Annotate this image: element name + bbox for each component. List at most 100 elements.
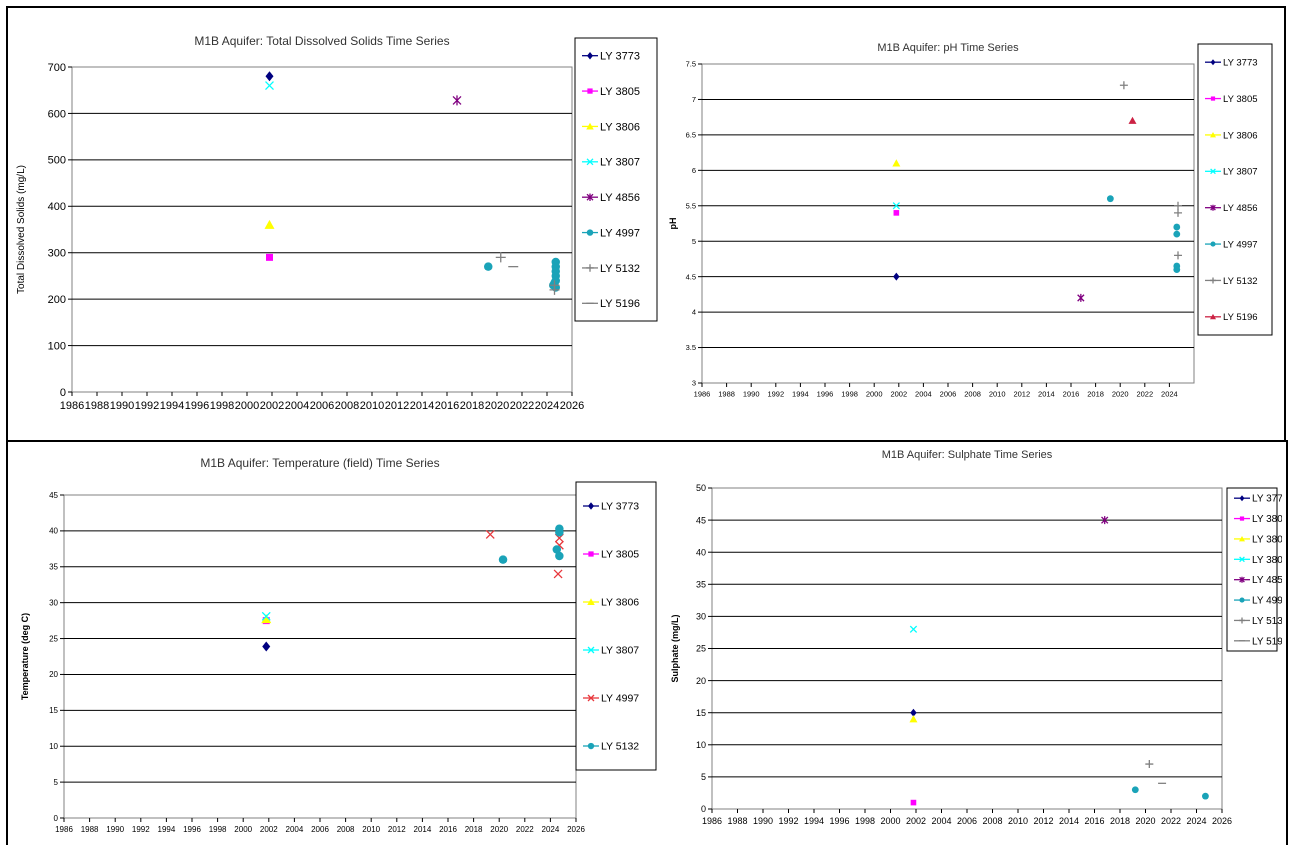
legend-marker bbox=[586, 264, 594, 272]
x-tick-label: 2010 bbox=[362, 825, 380, 834]
y-tick-label: 4 bbox=[692, 308, 696, 317]
data-point bbox=[549, 284, 560, 295]
data-point bbox=[484, 262, 493, 271]
data-point bbox=[265, 71, 274, 82]
x-tick-label: 2016 bbox=[1063, 390, 1080, 399]
outer-frame-bottom bbox=[6, 440, 1288, 845]
legend-label: LY 3773 bbox=[1252, 494, 1282, 505]
legend-marker bbox=[587, 598, 595, 605]
legend bbox=[1197, 43, 1273, 336]
legend-marker bbox=[587, 694, 595, 702]
x-tick-label: 2006 bbox=[310, 400, 334, 412]
legend-marker bbox=[1210, 59, 1216, 66]
x-tick-label: 2002 bbox=[890, 390, 907, 399]
x-tick-label: 2014 bbox=[414, 825, 432, 834]
y-axis-label: Temperature (deg C) bbox=[20, 613, 30, 700]
y-tick-label: 30 bbox=[49, 598, 58, 607]
data-point bbox=[553, 569, 563, 579]
y-tick-label: 3 bbox=[692, 379, 696, 388]
y-tick-label: 10 bbox=[696, 740, 706, 750]
x-tick-label: 1992 bbox=[778, 816, 798, 826]
data-point bbox=[551, 283, 560, 292]
data-point bbox=[1131, 786, 1139, 794]
chart-title: M1B Aquifer: pH Time Series bbox=[877, 42, 1019, 54]
y-tick-label: 700 bbox=[48, 62, 66, 74]
x-tick-label: 2008 bbox=[964, 390, 981, 399]
data-point bbox=[910, 799, 917, 806]
y-tick-label: 500 bbox=[48, 155, 66, 167]
plot-area bbox=[701, 63, 1195, 384]
y-tick-label: 45 bbox=[696, 515, 706, 525]
legend-marker bbox=[1210, 277, 1216, 284]
x-tick-label: 2006 bbox=[940, 390, 957, 399]
x-tick-label: 2010 bbox=[1008, 816, 1028, 826]
legend-marker bbox=[1239, 535, 1245, 542]
x-tick-label: 2022 bbox=[516, 825, 534, 834]
y-tick-label: 15 bbox=[696, 708, 706, 718]
legend-label: LY 4997 bbox=[601, 693, 639, 705]
x-tick-label: 2014 bbox=[1059, 816, 1079, 826]
legend-label: LY 3773 bbox=[1223, 58, 1258, 69]
x-tick-label: 1998 bbox=[855, 816, 875, 826]
data-point bbox=[909, 715, 918, 723]
legend-marker bbox=[588, 502, 594, 510]
legend-label: LY 3806 bbox=[1223, 130, 1258, 141]
data-point bbox=[892, 202, 900, 210]
x-tick-label: 1988 bbox=[81, 825, 99, 834]
x-tick-label: 2020 bbox=[490, 825, 508, 834]
y-tick-label: 35 bbox=[696, 579, 706, 589]
x-tick-label: 2012 bbox=[1013, 390, 1030, 399]
legend-label: LY 3806 bbox=[601, 597, 639, 609]
x-tick-label: 2022 bbox=[1136, 390, 1153, 399]
x-tick-label: 1988 bbox=[85, 400, 109, 412]
x-tick-label: 1994 bbox=[792, 390, 809, 399]
legend-label: LY 3807 bbox=[600, 157, 640, 169]
legend-label: LY 4856 bbox=[1252, 575, 1282, 586]
plot-area bbox=[71, 66, 573, 393]
x-tick-label: 2008 bbox=[982, 816, 1002, 826]
y-tick-label: 25 bbox=[696, 644, 706, 654]
data-point bbox=[261, 611, 271, 621]
y-tick-label: 10 bbox=[49, 742, 58, 751]
legend-marker bbox=[587, 51, 593, 60]
x-tick-label: 2010 bbox=[360, 400, 384, 412]
y-tick-label: 30 bbox=[696, 612, 706, 622]
data-point bbox=[266, 253, 273, 261]
x-tick-label: 1990 bbox=[753, 816, 773, 826]
x-tick-label: 2004 bbox=[285, 400, 309, 412]
data-point bbox=[892, 159, 901, 167]
y-axis-label: Sulphate (mg/L) bbox=[670, 615, 680, 683]
data-point bbox=[498, 555, 508, 564]
x-tick-label: 2010 bbox=[989, 390, 1006, 399]
x-tick-label: 2012 bbox=[385, 400, 409, 412]
legend-label: LY 4997 bbox=[1252, 596, 1282, 607]
x-tick-label: 1996 bbox=[183, 825, 201, 834]
x-tick-label: 2022 bbox=[1161, 816, 1181, 826]
x-tick-label: 2008 bbox=[335, 400, 359, 412]
data-point bbox=[1202, 792, 1209, 800]
legend-label: LY 3805 bbox=[600, 86, 640, 98]
x-tick-label: 2014 bbox=[410, 400, 434, 412]
x-tick-label: 1986 bbox=[55, 825, 73, 834]
data-point bbox=[262, 641, 271, 652]
y-tick-label: 20 bbox=[696, 676, 706, 686]
data-point bbox=[261, 614, 272, 624]
x-tick-label: 1996 bbox=[185, 400, 209, 412]
legend-marker bbox=[586, 158, 594, 166]
legend-marker bbox=[1210, 313, 1216, 320]
x-tick-label: 2002 bbox=[906, 816, 926, 826]
data-point bbox=[495, 252, 506, 263]
x-tick-label: 2004 bbox=[915, 390, 932, 399]
legend-label: LY 3807 bbox=[1223, 167, 1258, 178]
legend-marker bbox=[588, 551, 594, 557]
x-tick-label: 1988 bbox=[727, 816, 747, 826]
y-tick-label: 400 bbox=[48, 201, 66, 213]
data-point bbox=[893, 210, 900, 216]
x-tick-label: 2016 bbox=[1084, 816, 1104, 826]
x-tick-label: 2026 bbox=[567, 825, 585, 834]
x-tick-label: 2004 bbox=[931, 816, 951, 826]
legend-marker bbox=[1239, 576, 1245, 583]
x-tick-label: 2018 bbox=[1110, 816, 1130, 826]
x-tick-label: 2018 bbox=[1087, 390, 1104, 399]
x-tick-label: 1996 bbox=[817, 390, 834, 399]
